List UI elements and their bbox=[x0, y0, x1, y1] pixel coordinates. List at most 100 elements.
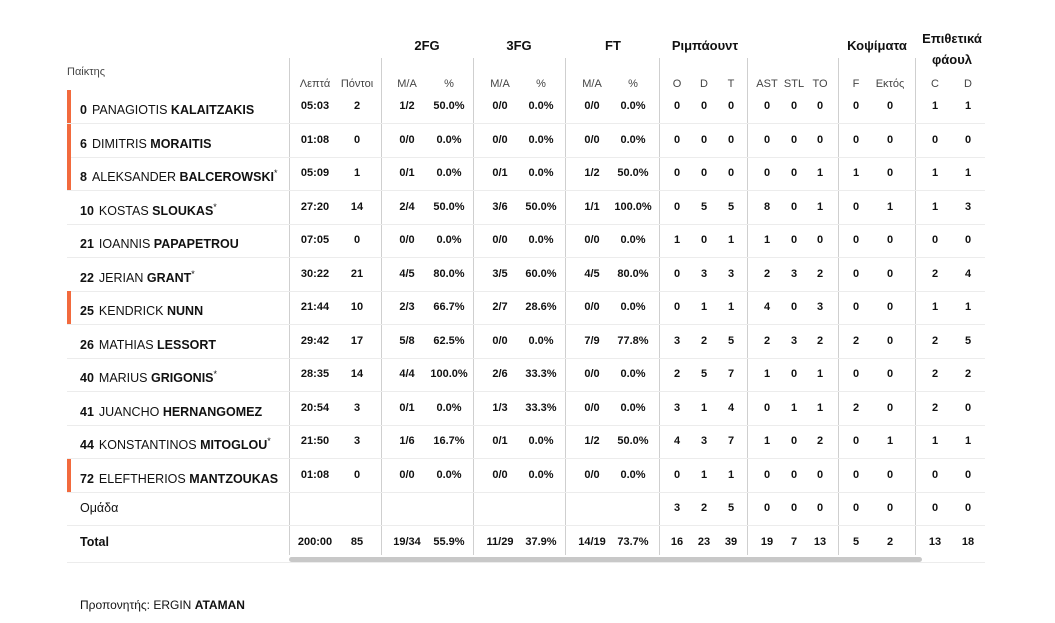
player-name[interactable]: 8 ALEKSANDER BALCEROWSKI* bbox=[80, 157, 277, 190]
cell-t: 7 bbox=[727, 435, 735, 447]
cell-ftp: 80.0% bbox=[617, 267, 649, 280]
cell-ast: 0 bbox=[763, 502, 771, 514]
cell-fg2p: 62.5% bbox=[433, 334, 465, 347]
cell-ext: 0 bbox=[886, 133, 894, 146]
cell-min: 07:05 bbox=[300, 234, 330, 246]
player-name[interactable]: 26 MATHIAS LESSORT bbox=[80, 325, 216, 358]
cell-d: 5 bbox=[700, 200, 708, 213]
cell-dd: 1 bbox=[964, 301, 972, 313]
player-name[interactable]: 25 KENDRICK NUNN bbox=[80, 291, 203, 324]
header-points: Πόντοι bbox=[340, 78, 374, 90]
cell-to: 0 bbox=[816, 468, 824, 481]
cell-min: 01:08 bbox=[300, 133, 330, 146]
cell-stl: 1 bbox=[790, 401, 798, 414]
header-ft: FT bbox=[605, 38, 621, 53]
highlight-bar bbox=[67, 157, 71, 190]
cell-fg3: 1/3 bbox=[492, 401, 508, 414]
horizontal-scrollbar[interactable] bbox=[289, 557, 922, 562]
cell-fg2p: 100.0% bbox=[430, 368, 468, 380]
player-name[interactable]: 44 KONSTANTINOS MITOGLOU* bbox=[80, 425, 271, 458]
table-row: 40 MARIUS GRIGONIS* 28:35 14 4/4 100.0% 2/6 33.… bbox=[67, 358, 985, 392]
cell-t: 1 bbox=[727, 301, 735, 313]
player-first: ALEKSANDER bbox=[91, 170, 177, 185]
cell-stl: 0 bbox=[790, 502, 798, 514]
cell-o: 0 bbox=[673, 167, 681, 179]
player-first: PANAGIOTIS bbox=[91, 103, 168, 118]
player-last: MANTZOUKAS bbox=[189, 471, 279, 486]
coach-last-name: ATAMAN bbox=[194, 598, 245, 612]
header-2fg-ma: M/A bbox=[397, 78, 417, 90]
player-name[interactable]: 21 IOANNIS PAPAPETROU bbox=[80, 224, 239, 257]
cell-d: 1 bbox=[700, 401, 708, 414]
cell-o: 3 bbox=[673, 401, 681, 414]
cell-ast: 1 bbox=[763, 234, 771, 246]
cell-t: 5 bbox=[727, 502, 735, 514]
cell-ftp: 0.0% bbox=[620, 100, 646, 112]
cell-o: 0 bbox=[673, 267, 681, 280]
player-last: KALAITZAKIS bbox=[170, 103, 255, 118]
table-row: 25 KENDRICK NUNN 21:44 10 2/3 66.7% 2/7 28.6% 0/… bbox=[67, 291, 985, 325]
player-name[interactable]: 41 JUANCHO HERNANGOMEZ bbox=[80, 392, 262, 425]
cell-min: 29:42 bbox=[300, 334, 330, 347]
header-reb-t: T bbox=[727, 78, 735, 90]
header-2fg: 2FG bbox=[414, 38, 440, 53]
cell-stl: 3 bbox=[790, 334, 798, 347]
cell-pts: 0 bbox=[353, 468, 361, 481]
cell-ftp: 73.7% bbox=[617, 535, 649, 548]
cell-to: 0 bbox=[816, 502, 824, 514]
player-name[interactable]: 40 MARIUS GRIGONIS* bbox=[80, 358, 217, 391]
highlight-bar bbox=[67, 458, 71, 492]
cell-ftp: 0.0% bbox=[620, 401, 646, 414]
cell-f: 2 bbox=[852, 334, 860, 347]
cell-t: 4 bbox=[727, 401, 735, 414]
cell-pts: 3 bbox=[353, 401, 361, 414]
column-divider bbox=[381, 58, 382, 555]
header-minutes: Λεπτά bbox=[299, 78, 331, 90]
cell-stl: 0 bbox=[790, 301, 798, 313]
header-ft-pct: % bbox=[628, 78, 638, 90]
cell-d: 3 bbox=[700, 267, 708, 280]
cell-fg3: 2/6 bbox=[492, 368, 508, 380]
cell-d: 0 bbox=[700, 234, 708, 246]
cell-f: 0 bbox=[852, 234, 860, 246]
cell-fg2p: 0.0% bbox=[436, 167, 462, 179]
header-to: TO bbox=[812, 78, 828, 90]
player-name[interactable]: 0 PANAGIOTIS KALAITZAKIS bbox=[80, 90, 254, 123]
highlight-bar bbox=[67, 291, 71, 324]
player-name[interactable]: 6 DIMITRIS MORAITIS bbox=[80, 124, 211, 157]
player-num: 26 bbox=[80, 337, 94, 352]
player-name[interactable]: 10 KOSTAS SLOUKAS* bbox=[80, 191, 217, 224]
cell-ftp: 100.0% bbox=[614, 200, 652, 213]
cell-c: 1 bbox=[931, 167, 939, 179]
player-name[interactable]: 72 ELEFTHERIOS MANTZOUKAS bbox=[80, 459, 278, 492]
cell-dd: 0 bbox=[964, 401, 972, 414]
cell-c: 1 bbox=[931, 200, 939, 213]
cell-pts: 14 bbox=[350, 368, 364, 380]
player-name[interactable]: 22 JERIAN GRANT* bbox=[80, 258, 195, 291]
cell-d: 23 bbox=[697, 535, 711, 548]
cell-f: 0 bbox=[852, 133, 860, 146]
player-star: * bbox=[273, 168, 278, 178]
player-num: 40 bbox=[80, 371, 94, 386]
cell-c: 13 bbox=[928, 535, 942, 548]
cell-fg2p: 80.0% bbox=[433, 267, 465, 280]
cell-fg2: 1/6 bbox=[399, 435, 415, 447]
cell-o: 0 bbox=[673, 100, 681, 112]
player-star: * bbox=[267, 436, 271, 446]
header-offensive-fouls: Επιθετικά φάουλ bbox=[919, 28, 985, 70]
player-last: HERNANGOMEZ bbox=[162, 404, 263, 419]
cell-fg2: 1/2 bbox=[399, 100, 415, 112]
cell-ext: 0 bbox=[886, 167, 894, 179]
cell-fg2p: 0.0% bbox=[436, 468, 462, 481]
player-first: KONSTANTINOS bbox=[98, 438, 197, 453]
cell-o: 0 bbox=[673, 200, 681, 213]
cell-ft: 1/2 bbox=[584, 435, 600, 447]
total-row: Total 200:00 85 19/34 55.9% 11/29 37.9% 14/19 73… bbox=[67, 526, 985, 559]
cell-f: 0 bbox=[852, 468, 860, 481]
cell-ext: 0 bbox=[886, 368, 894, 380]
column-divider bbox=[915, 58, 916, 555]
cell-ast: 1 bbox=[763, 368, 771, 380]
cell-ext: 2 bbox=[886, 535, 894, 548]
cell-o: 0 bbox=[673, 468, 681, 481]
cell-min: 05:03 bbox=[300, 100, 330, 112]
